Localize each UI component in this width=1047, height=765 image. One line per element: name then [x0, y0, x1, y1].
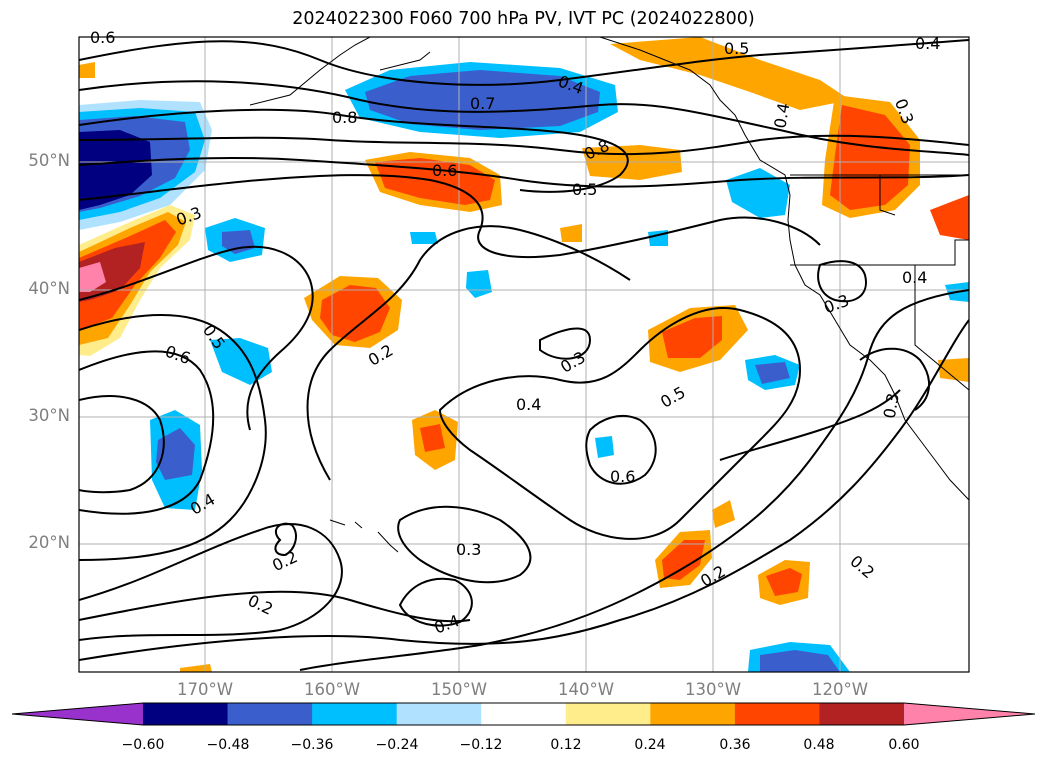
pv-positive-region [662, 540, 705, 580]
pv-positive-region [79, 62, 95, 78]
pv-negative-region [755, 362, 790, 384]
pv-negative-region [760, 650, 840, 672]
contour-label: 0.3 [456, 540, 481, 559]
pv-positive-region [766, 568, 802, 596]
lat-label-40n: 40°N [28, 279, 70, 298]
contour-label: 0.4 [516, 395, 541, 414]
pv-contours [79, 39, 969, 671]
map-area [79, 37, 969, 672]
pv-positive-region [662, 316, 722, 358]
colorbar-tick-label: −0.60 [121, 737, 165, 753]
lat-label-30n: 30°N [28, 406, 70, 425]
pv-negative-region [79, 130, 152, 210]
map-frame [78, 36, 970, 673]
contour-label: 0.4 [902, 268, 927, 287]
colorbar-tick-label: 0.24 [634, 737, 666, 753]
pv-positive-region [930, 195, 969, 240]
pv-positive-region [610, 37, 850, 110]
colorbar-tick-label: −0.24 [375, 737, 419, 753]
contour-label: 0.4 [770, 101, 793, 129]
colorbar-tick-label: −0.36 [290, 737, 334, 753]
lon-label-160w: 160°W [303, 680, 361, 699]
pv-negative-region [410, 232, 438, 244]
pv-negative-region [365, 70, 600, 130]
colorbar-tick-label: −0.12 [459, 737, 503, 753]
contour-label: 0.3 [880, 392, 903, 420]
colorbar-tick-label: −0.48 [206, 737, 250, 753]
pv-negative-region [156, 428, 195, 480]
colorbar-tick-label: 0.48 [803, 737, 835, 753]
lat-label-50n: 50°N [28, 151, 70, 170]
lon-label-120w: 120°W [811, 680, 869, 699]
lon-label-140w: 140°W [557, 680, 615, 699]
colorbar-tick-label: 0.12 [550, 737, 582, 753]
lat-label-20n: 20°N [28, 533, 70, 552]
pv-positive-region [79, 262, 106, 292]
lon-label-170w: 170°W [176, 680, 234, 699]
pv-positive-region [320, 285, 390, 342]
lon-label-130w: 130°W [684, 680, 742, 699]
contour-label: 0.6 [610, 467, 635, 486]
contour-label: 0.4 [915, 34, 940, 53]
coastlines [249, 37, 969, 553]
pv-positive-region [938, 358, 969, 382]
contour-label: 0.5 [572, 180, 597, 199]
pv-positive-region [420, 424, 445, 452]
pv-negative-region [595, 436, 614, 458]
contour-label: 0.8 [332, 108, 357, 127]
lon-label-150w: 150°W [430, 680, 488, 699]
colorbar-tick-label: 0.36 [719, 737, 751, 753]
pv-positive-region [180, 664, 212, 672]
pv-positive-region [830, 105, 910, 210]
colorbar-tick-label: 0.60 [888, 737, 920, 753]
pv-negative-region [210, 338, 272, 385]
pv-negative-region [466, 270, 492, 298]
contour-label: 0.6 [432, 161, 457, 180]
pv-positive-region [712, 500, 735, 528]
pv-positive-region [560, 224, 582, 242]
map-title: 2024022300 F060 700 hPa PV, IVT PC (2024… [292, 9, 755, 29]
contour-label: 0.7 [470, 94, 495, 113]
gridlines [79, 37, 969, 672]
contour-label: 0.5 [724, 39, 749, 58]
